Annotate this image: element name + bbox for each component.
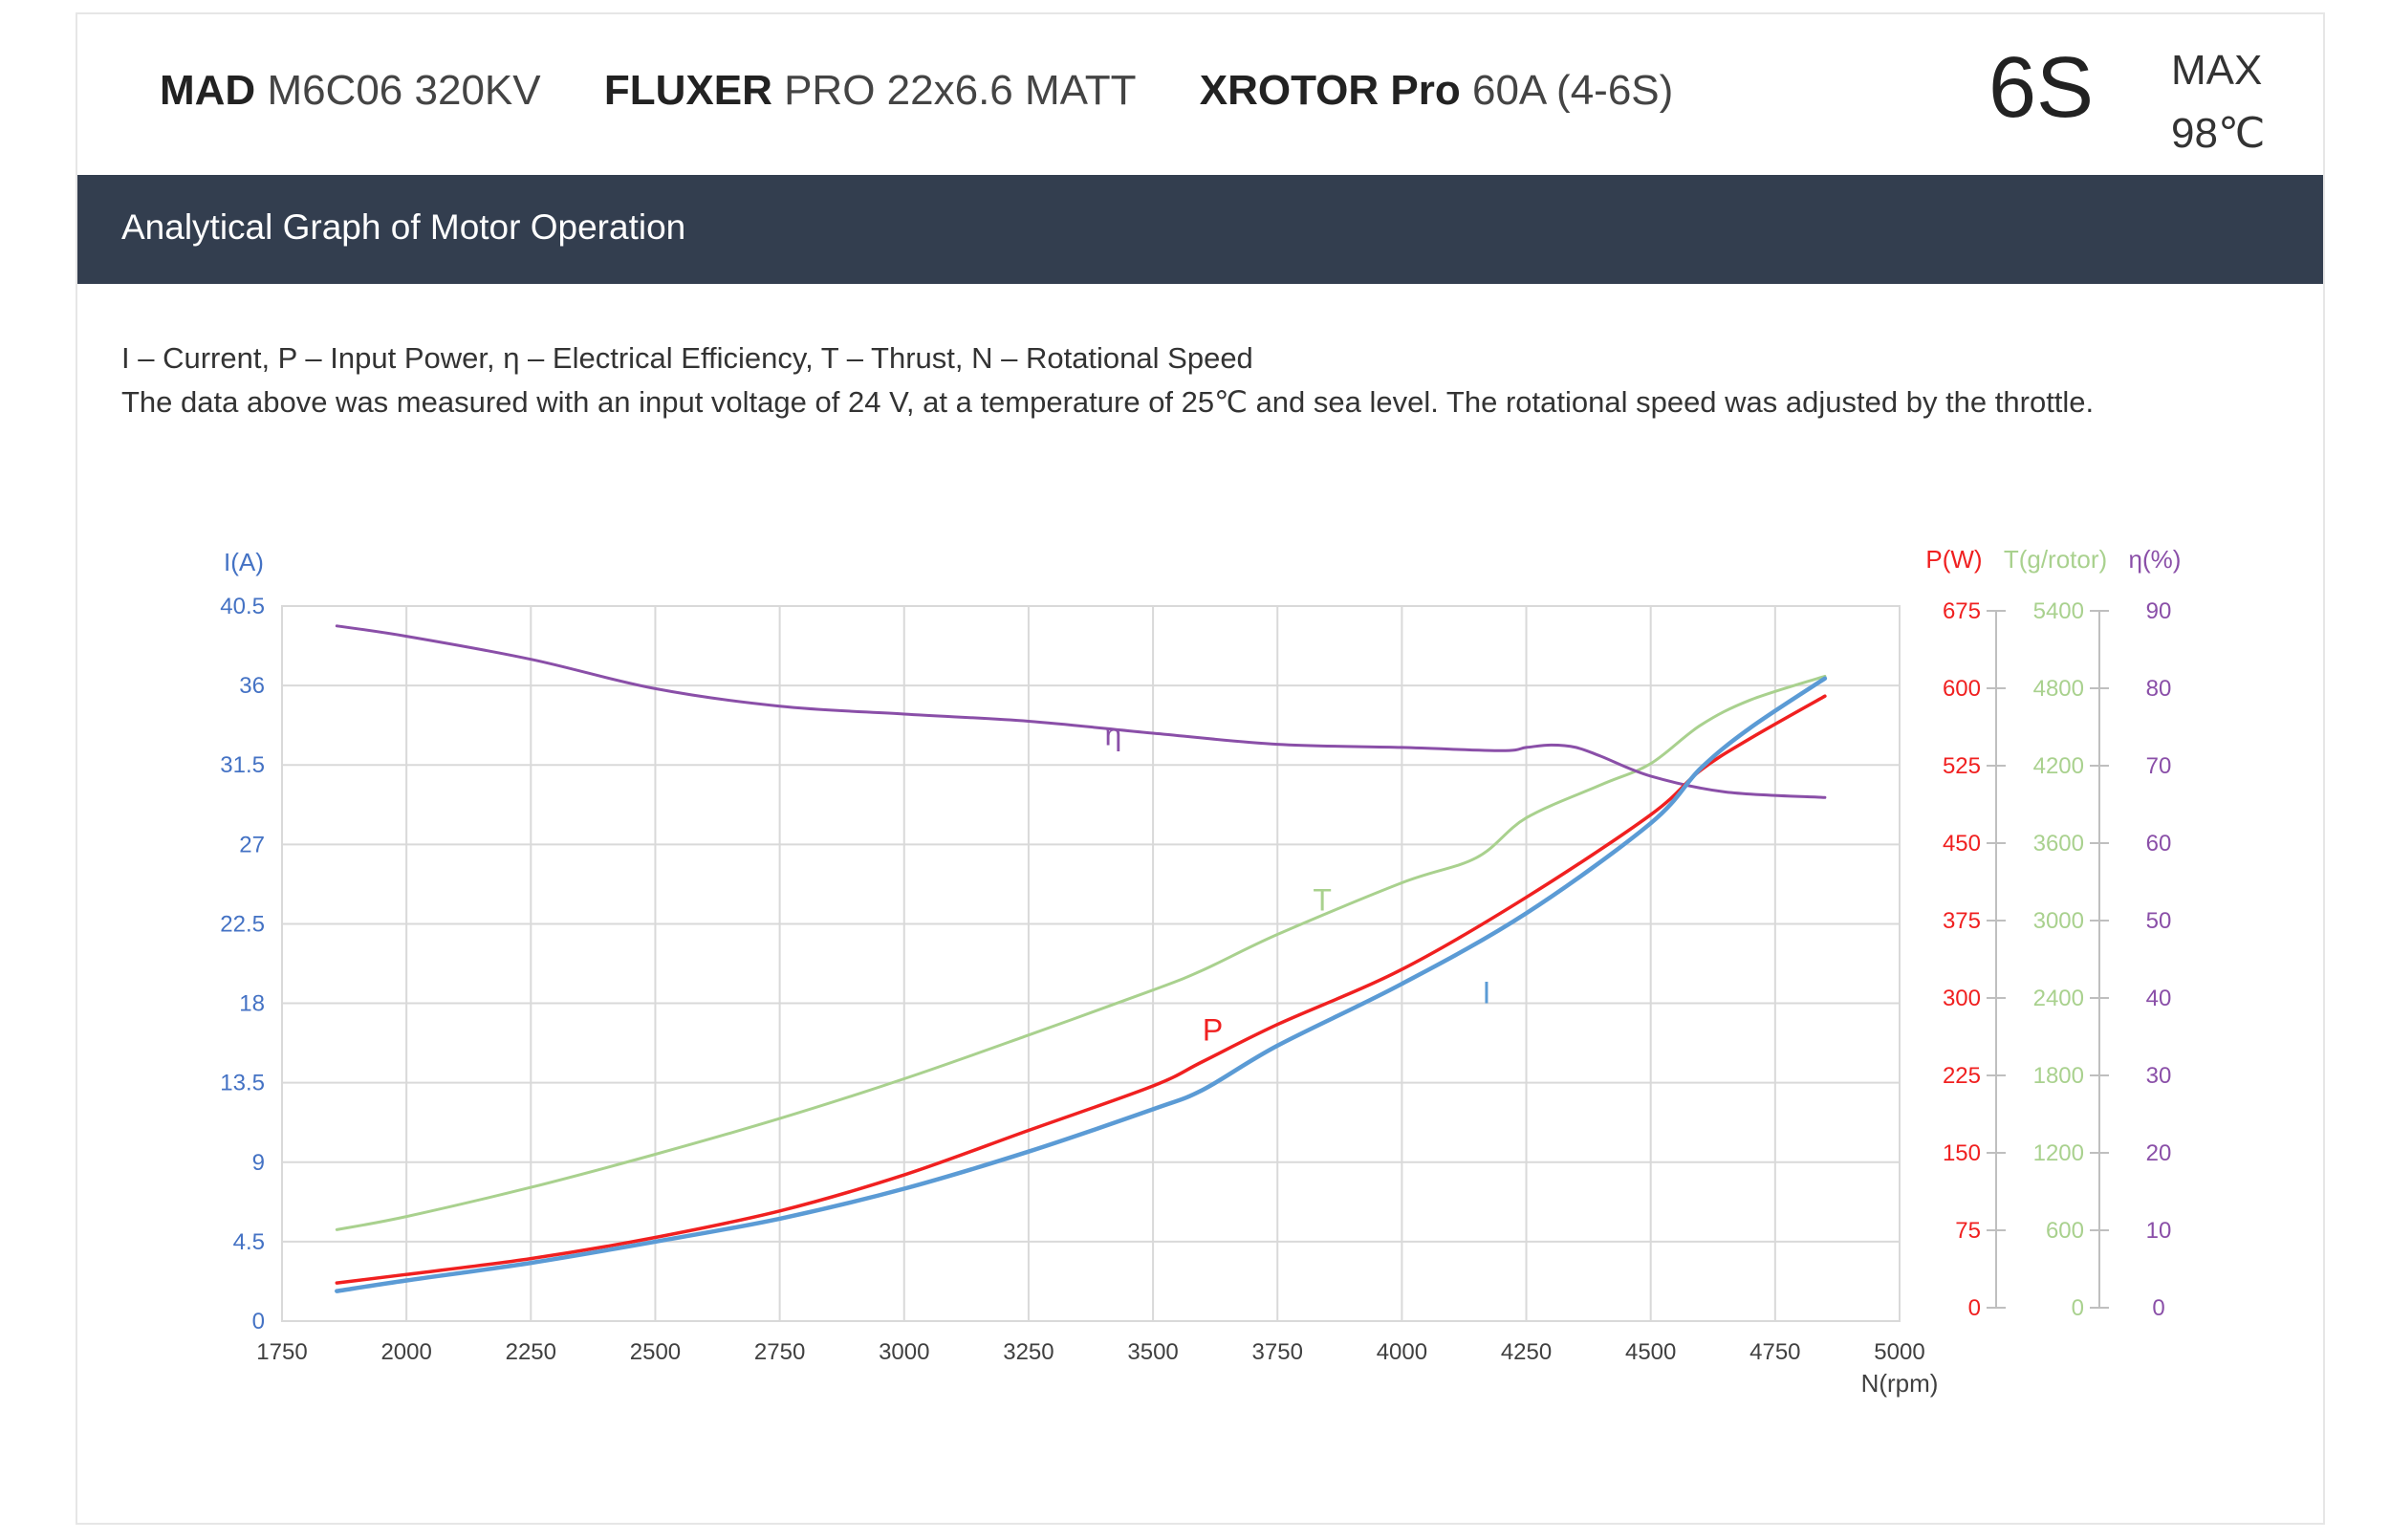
esc-model: 60A (4-6S) [1471,67,1674,114]
max-temperature: MAX 98℃ [2171,39,2265,165]
efficiency-tick-label: 40 [2146,986,2172,1011]
power-tick-label: 225 [1943,1063,1981,1089]
test-conditions-text: The data above was measured with an inpu… [121,385,2095,419]
thrust-tick-label: 5400 [2033,598,2084,624]
symbol-legend-text: I – Current, P – Input Power, η – Electr… [121,341,1253,375]
power-tick-label: 375 [1943,908,1981,934]
thrust-tick-label: 0 [2072,1295,2084,1321]
current-tick-label: 18 [239,991,265,1017]
power-tick-label: 600 [1943,676,1981,702]
thrust-series-line [335,674,1827,1231]
efficiency-tick-label: 50 [2146,908,2172,934]
current-tick-label: 31.5 [220,752,265,778]
x-tick-label: 2250 [506,1339,556,1365]
power-tick-label: 675 [1943,598,1981,624]
motor-model: M6C06 320KV [267,67,541,114]
power-tick-label: 300 [1943,986,1981,1011]
thrust-tick-label: 1800 [2033,1063,2084,1089]
efficiency-series-line [335,624,1827,799]
esc-spec: XROTOR Pro 60A (4-6S) [1200,67,1674,114]
power-tick-label: 75 [1955,1218,1981,1244]
propeller-model: PRO 22x6.6 MATT [784,67,1137,114]
x-tick-label: 1750 [256,1339,307,1365]
current-tick-label: 36 [239,673,265,699]
efficiency-tick-label: 10 [2146,1218,2172,1244]
thrust-tick-label: 4200 [2033,753,2084,779]
efficiency-tick-label: 70 [2146,753,2172,779]
x-tick-label: 4000 [1377,1339,1427,1365]
efficiency-tick-label: 90 [2146,598,2172,624]
current-tick-label: 13.5 [220,1071,265,1096]
thrust-axis-label: T(g/rotor) [2004,545,2107,574]
series-label-power: P [1203,1012,1223,1047]
propeller-brand: FLUXER [603,67,772,114]
chart-description: I – Current, P – Input Power, η – Electr… [121,336,2094,424]
current-tick-label: 27 [239,832,265,857]
plot-area [281,605,1901,1322]
x-tick-label: 5000 [1874,1339,1924,1365]
x-tick-label: 3000 [879,1339,929,1365]
power-axis-label: P(W) [1925,545,1982,574]
efficiency-tick-label: 0 [2152,1295,2164,1321]
current-tick-label: 22.5 [220,911,265,937]
efficiency-tick-label: 20 [2146,1140,2172,1166]
thrust-tick-label: 4800 [2033,676,2084,702]
current-tick-label: 9 [252,1150,265,1176]
x-tick-label: 3500 [1127,1339,1178,1365]
spec-header: MAD M6C06 320KV FLUXER PRO 22x6.6 MATT X… [77,14,2323,175]
x-tick-label: 2000 [380,1339,431,1365]
power-tick-label: 0 [1968,1295,1981,1321]
current-tick-label: 0 [252,1309,265,1334]
motor-brand: MAD [160,67,256,114]
series-label-current: I [1482,976,1490,1010]
series-label-thrust: T [1313,883,1332,918]
series-label-efficiency: η [1105,717,1122,751]
current-axis-label: I(A) [224,548,264,576]
x-tick-label: 4250 [1501,1339,1552,1365]
efficiency-tick-label: 80 [2146,676,2172,702]
esc-brand: XROTOR Pro [1199,67,1461,114]
power-tick-label: 150 [1943,1140,1981,1166]
thrust-tick-label: 600 [2046,1218,2084,1244]
thrust-tick-label: 1200 [2033,1140,2084,1166]
section-banner: Analytical Graph of Motor Operation [77,175,2323,284]
current-tick-label: 4.5 [233,1229,265,1255]
propeller-spec: FLUXER PRO 22x6.6 MATT [604,67,1137,114]
power-series-line [335,694,1827,1285]
thrust-tick-label: 3000 [2033,908,2084,934]
x-tick-label: 3250 [1003,1339,1054,1365]
current-series-line [335,676,1828,1293]
thrust-tick-label: 2400 [2033,986,2084,1011]
power-tick-label: 450 [1943,831,1981,857]
power-tick-label: 525 [1943,753,1981,779]
battery-cell-count: 6S [1988,40,2095,136]
x-tick-label: 3750 [1252,1339,1303,1365]
x-axis-label: N(rpm) [1861,1369,1939,1398]
max-temp-value: 98℃ [2171,110,2266,157]
current-tick-label: 40.5 [220,594,265,619]
banner-title: Analytical Graph of Motor Operation [121,207,686,247]
component-specs: MAD M6C06 320KV FLUXER PRO 22x6.6 MATT X… [160,67,1725,115]
efficiency-tick-label: 60 [2146,831,2172,857]
x-tick-label: 4750 [1749,1339,1800,1365]
thrust-tick-label: 3600 [2033,831,2084,857]
efficiency-tick-label: 30 [2146,1063,2172,1089]
max-label: MAX [2171,47,2263,94]
x-tick-label: 2750 [754,1339,805,1365]
x-tick-label: 4500 [1625,1339,1676,1365]
efficiency-axis-label: η(%) [2129,545,2182,574]
motor-spec: MAD M6C06 320KV [160,67,541,114]
x-tick-label: 2500 [630,1339,681,1365]
